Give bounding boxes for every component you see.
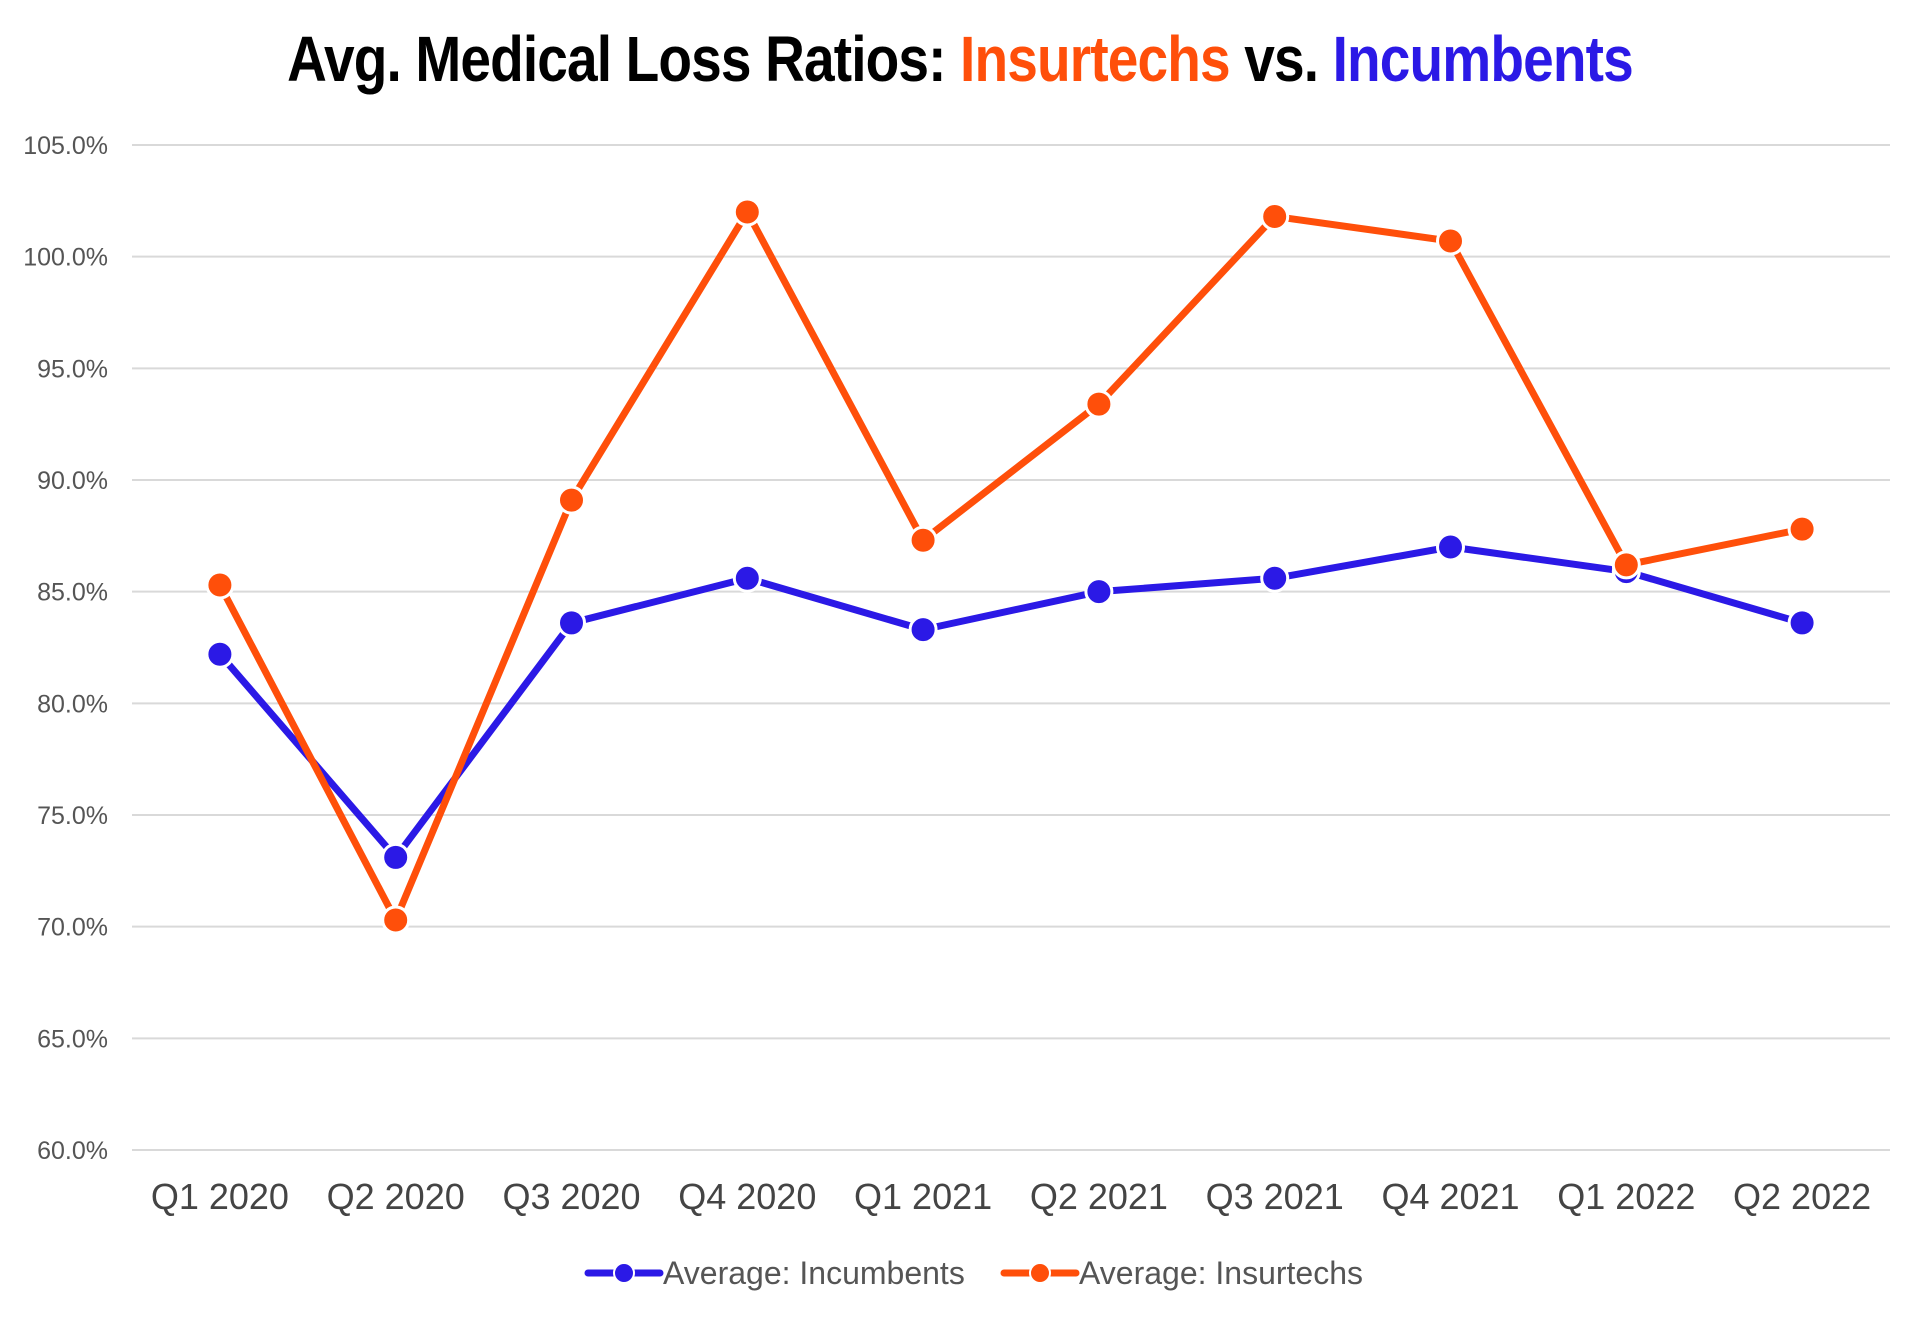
y-tick-label: 95.0% [37,355,108,383]
x-tick-label: Q3 2020 [502,1176,640,1217]
x-axis: Q1 2020 Q2 2020 Q3 2020 Q4 2020 Q1 2021 Q2 20… [151,1176,1871,1217]
data-point [908,525,938,555]
legend-item: Average: Insurtechs [1000,1255,1363,1291]
data-point [1787,608,1817,638]
legend-marker [1029,1262,1051,1284]
x-tick-label: Q1 2021 [854,1176,992,1217]
data-point [1084,577,1114,607]
x-tick-label: Q1 2020 [151,1176,289,1217]
y-tick-label: 70.0% [37,914,108,942]
y-tick-label: 105.0% [23,132,108,160]
data-point [205,570,235,600]
y-tick-label: 90.0% [37,467,108,495]
legend-item: Average: Incumbents [584,1255,965,1291]
series-line [216,208,1806,924]
legend-label: Average: Incumbents [663,1255,965,1291]
series-average-incumbents [205,532,1817,872]
data-point [1436,532,1465,562]
y-tick-label: 60.0% [37,1137,108,1165]
x-tick-label: Q4 2021 [1381,1176,1519,1217]
x-tick-label: Q1 2022 [1557,1176,1695,1217]
series-layer [205,197,1817,935]
data-point [732,197,762,227]
series-average-insurtechs [205,197,1817,935]
x-tick-label: Q2 2021 [1030,1176,1168,1217]
y-tick-label: 100.0% [23,244,108,272]
y-tick-label: 85.0% [37,579,108,607]
data-point [557,485,586,515]
gridlines [132,144,1890,1151]
y-axis: 60.0% 65.0% 70.0% 75.0% 80.0% 85.0% 90.0% 95.0%… [23,132,108,1165]
legend-marker [613,1262,635,1284]
y-tick-label: 80.0% [37,690,108,718]
data-point [1787,514,1817,544]
title-middle: vs. [1229,23,1333,95]
data-point [1436,226,1465,256]
data-point [205,639,235,669]
x-tick-label: Q4 2020 [678,1176,816,1217]
x-tick-label: Q3 2021 [1206,1176,1344,1217]
title-prefix: Avg. Medical Loss Ratios: [287,23,961,95]
data-point [1611,550,1641,580]
data-point [908,615,938,645]
data-point [732,563,762,593]
legend: Average: Incumbents Average: Insurtechs [584,1255,1363,1291]
data-point [1084,389,1114,419]
title-incumbents: Incumbents [1332,23,1634,95]
data-point [557,608,586,638]
data-point [381,905,411,935]
title-insurtechs: Insurtechs [960,23,1231,95]
x-tick-label: Q2 2020 [327,1176,465,1217]
y-tick-label: 75.0% [37,802,108,830]
data-point [381,842,411,872]
legend-label: Average: Insurtechs [1079,1255,1363,1291]
series-line [216,543,1806,861]
data-point [1260,201,1290,231]
y-tick-label: 65.0% [37,1025,108,1053]
data-point [1260,563,1290,593]
chart-title: Avg. Medical Loss Ratios: Insurtechs vs.… [134,22,1785,96]
x-tick-label: Q2 2022 [1733,1176,1871,1217]
